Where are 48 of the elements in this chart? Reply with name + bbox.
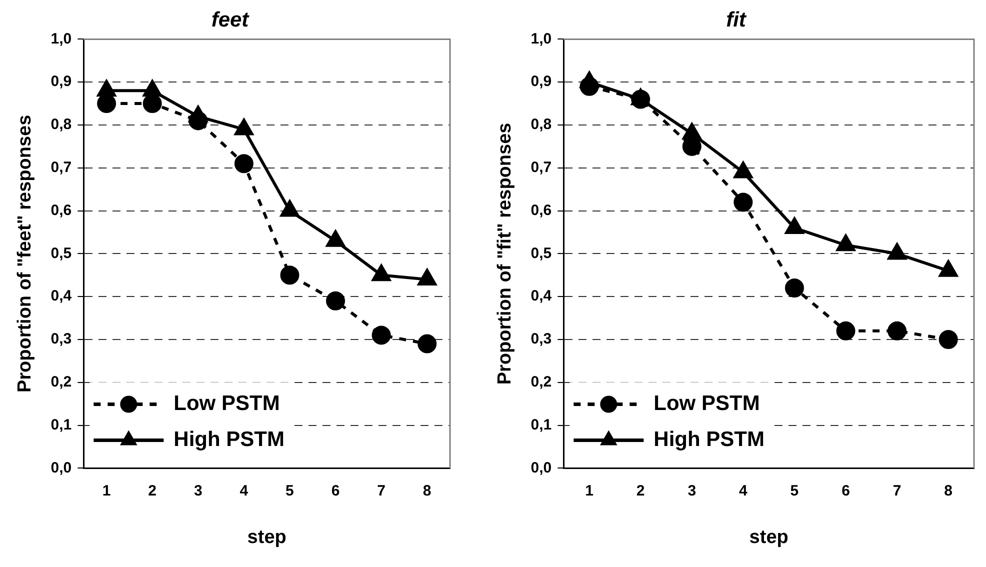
legend-label: High PSTM xyxy=(174,428,284,451)
x-tick-label: 8 xyxy=(422,482,432,500)
y-tick-label: 0,5 xyxy=(50,244,72,262)
x-tick-label: 4 xyxy=(739,482,748,500)
legend-label: High PSTM xyxy=(654,428,764,451)
x-tick-label: 8 xyxy=(944,482,953,500)
x-tick-label: 1 xyxy=(102,482,111,500)
x-axis-title: step xyxy=(247,526,286,548)
x-tick-label: 3 xyxy=(194,482,202,500)
x-tick-label: 5 xyxy=(286,482,294,500)
y-tick-label: 0,9 xyxy=(50,73,72,90)
legend-label: Low PSTM xyxy=(174,392,280,415)
y-tick-label: 0,0 xyxy=(530,459,552,476)
y-tick-label: 0,4 xyxy=(530,288,552,305)
y-tick-label: 0,3 xyxy=(50,330,72,348)
x-tick-label: 1 xyxy=(585,482,594,500)
x-tick-label: 7 xyxy=(377,482,386,500)
y-tick-label: 0,7 xyxy=(50,159,72,176)
chart-title: fit xyxy=(726,8,747,32)
y-tick-label: 0,4 xyxy=(50,288,72,305)
x-axis-title: step xyxy=(749,526,788,548)
y-tick-label: 1,0 xyxy=(530,30,552,48)
y-tick-label: 1,0 xyxy=(50,30,72,48)
y-tick-label: 0,9 xyxy=(530,73,552,90)
x-tick-label: 6 xyxy=(842,482,850,500)
y-tick-label: 0,1 xyxy=(530,416,552,434)
y-tick-label: 0,5 xyxy=(530,244,552,262)
x-tick-label: 7 xyxy=(892,482,902,500)
chart-title: feet xyxy=(211,8,250,32)
y-tick-label: 0,8 xyxy=(530,116,552,134)
y-tick-label: 0,2 xyxy=(530,374,552,391)
x-tick-label: 3 xyxy=(688,482,696,500)
y-tick-label: 0,7 xyxy=(530,159,552,176)
y-tick-label: 0,6 xyxy=(530,202,552,219)
y-tick-label: 0,1 xyxy=(50,416,72,434)
y-tick-label: 0,6 xyxy=(50,202,72,219)
y-tick-label: 0,0 xyxy=(50,459,72,476)
x-tick-label: 2 xyxy=(148,482,157,500)
x-tick-label: 6 xyxy=(331,482,340,500)
x-tick-label: 2 xyxy=(636,482,645,500)
y-tick-label: 0,2 xyxy=(50,374,72,391)
y-axis-title: Proportion of "fit" responses xyxy=(494,122,516,385)
x-tick-label: 4 xyxy=(240,482,249,500)
y-tick-label: 0,8 xyxy=(50,116,72,134)
x-tick-label: 5 xyxy=(790,482,799,500)
y-axis-title: Proportion of "feet" responses xyxy=(14,114,36,393)
y-tick-label: 0,3 xyxy=(530,330,552,348)
legend-label: Low PSTM xyxy=(654,392,760,415)
